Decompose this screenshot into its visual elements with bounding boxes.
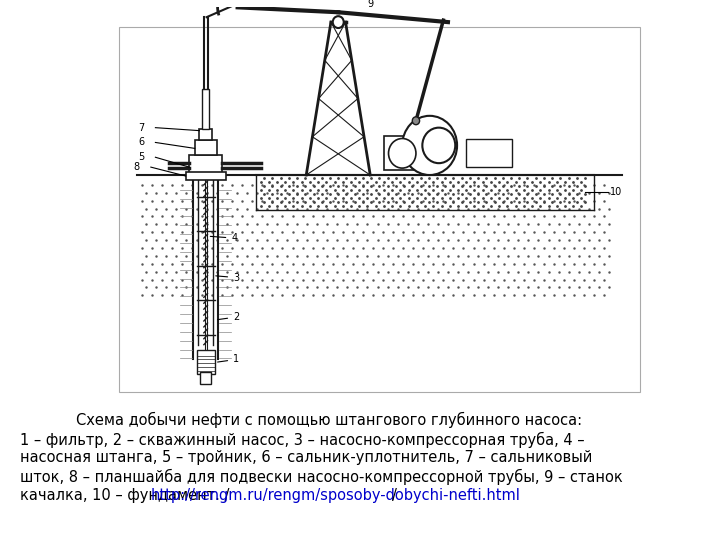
Bar [197, 349, 215, 374]
Text: насосная штанга, 5 – тройник, 6 – сальник-уплотнитель, 7 – сальниковый: насосная штанга, 5 – тройник, 6 – сальни… [20, 450, 593, 465]
Text: 9: 9 [367, 0, 374, 9]
Text: 10: 10 [610, 187, 622, 197]
Text: 3: 3 [216, 273, 239, 282]
Bar [189, 156, 222, 175]
Bar [186, 172, 226, 180]
Bar [467, 139, 512, 167]
Text: 5: 5 [138, 152, 145, 162]
Bar [202, 89, 210, 129]
Text: 8: 8 [134, 162, 140, 172]
Text: 2: 2 [217, 312, 239, 322]
Circle shape [413, 117, 420, 125]
Text: шток, 8 – планшайба для подвески насосно-компрессорной трубы, 9 – станок: шток, 8 – планшайба для подвески насосно… [20, 469, 623, 485]
Text: качалка, 10 – фундамент. /: качалка, 10 – фундамент. / [20, 488, 230, 503]
Circle shape [333, 16, 343, 28]
Text: /: / [392, 488, 397, 503]
Circle shape [423, 127, 455, 163]
Bar [200, 372, 211, 384]
Bar [199, 129, 212, 140]
Bar [384, 136, 425, 170]
Circle shape [402, 116, 457, 175]
Text: 1: 1 [217, 354, 239, 364]
Text: 6: 6 [138, 138, 145, 147]
Text: 7: 7 [138, 123, 145, 133]
Bar [194, 140, 217, 156]
Text: 1 – фильтр, 2 – скважинный насос, 3 – насосно-компрессорная труба, 4 –: 1 – фильтр, 2 – скважинный насос, 3 – на… [20, 431, 585, 448]
Text: http://rengm.ru/rengm/sposoby-dobychi-nefti.html: http://rengm.ru/rengm/sposoby-dobychi-ne… [150, 488, 521, 503]
Text: 4: 4 [210, 233, 238, 243]
Circle shape [389, 138, 416, 168]
Text: Схема добычи нефти с помощью штангового глубинного насоса:: Схема добычи нефти с помощью штангового … [76, 412, 582, 428]
Bar [119, 27, 640, 392]
